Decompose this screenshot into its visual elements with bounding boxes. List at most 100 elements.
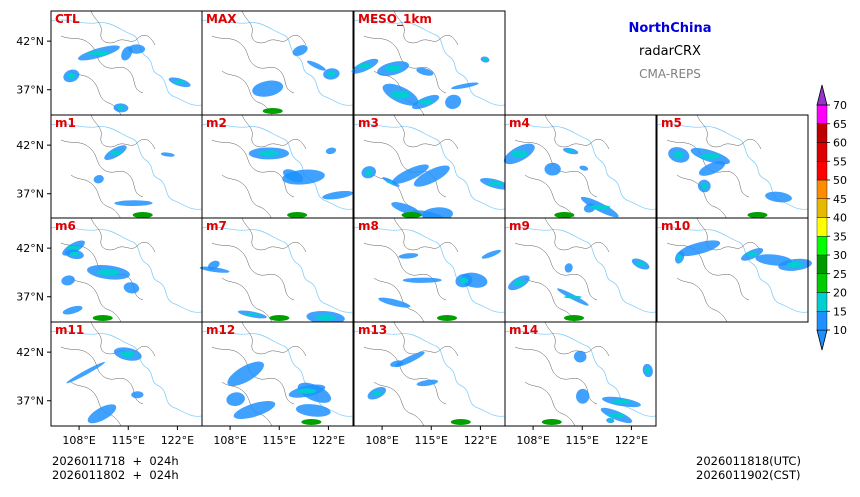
radar-echo-blob [160, 152, 175, 157]
panel-title: m10 [661, 219, 690, 233]
coastline [504, 123, 657, 210]
radar-echo-core [635, 261, 646, 267]
x-tick-label: 115°E [566, 434, 599, 447]
coastline [50, 123, 203, 210]
province-border [544, 114, 610, 150]
panel-m14: m14 108°E 115°E 122°E [504, 321, 657, 447]
coastline [353, 226, 506, 313]
radar-echo-core [390, 90, 411, 99]
x-tick-label: 122°E [312, 434, 345, 447]
radar-echo-core [487, 181, 504, 187]
colorbar-label: 45 [833, 193, 847, 206]
colorbar-segment [816, 292, 828, 312]
radar-echo-core [67, 245, 80, 251]
radar-echo-strong [541, 419, 562, 425]
radar-echo-blob [544, 162, 561, 176]
province-border [696, 217, 762, 253]
radar-echo-core [384, 65, 402, 72]
x-tick-label: 108°E [365, 434, 398, 447]
radar-echo-strong [132, 212, 153, 218]
panel-title: m4 [509, 116, 530, 130]
init-time-cst: 2026011802 + 024h [52, 468, 179, 482]
valid-time-utc: 2026011818(UTC) [696, 454, 801, 468]
province-border [676, 277, 728, 323]
radar-echo-core [120, 350, 135, 358]
radar-echo-core [700, 153, 721, 160]
radar-echo-core [258, 150, 280, 157]
radar-echo-core [173, 80, 186, 85]
radar-echo-blob [114, 200, 153, 207]
panel-m6: m6 42°N 37°N [16, 217, 203, 323]
y-tick-label: 42°N [16, 35, 44, 48]
radar-echo-strong [262, 108, 283, 114]
radar-echo-blob [678, 240, 721, 257]
radar-echo-core [563, 295, 582, 299]
province-border [241, 114, 307, 150]
panel-title: MAX [206, 12, 237, 26]
colorbar-label: 10 [833, 324, 847, 337]
colorbar: 10 15 20 25 30 35 40 45 50 55 60 65 70 [816, 84, 847, 351]
province-border [211, 242, 295, 301]
radar-echo-blob [61, 275, 75, 286]
radar-echo-blob [123, 282, 140, 294]
radar-echo-blob [207, 260, 220, 270]
radar-echo-blob [325, 147, 337, 155]
radar-echo-core [673, 151, 685, 159]
panel-m4: m4 [503, 114, 657, 220]
panel-MAX: MAX [201, 10, 354, 116]
y-tick-label: 37°N [16, 395, 44, 408]
province-border [221, 174, 273, 220]
panel-frame [504, 321, 657, 427]
coastline [353, 123, 506, 210]
radar-echo-blob [226, 392, 245, 407]
radar-echo-blob [378, 297, 411, 308]
panel-m2: m2 [201, 114, 354, 220]
colorbar-segment [816, 273, 828, 293]
coastline [201, 19, 354, 106]
radar-echo-core [357, 63, 373, 69]
province-border [363, 35, 447, 94]
radar-echo-blob [252, 80, 284, 97]
y-tick-label: 42°N [16, 346, 44, 359]
colorbar-segment [816, 179, 828, 199]
valid-time-cst: 2026011902(CST) [696, 468, 801, 482]
radar-echo-core [117, 105, 125, 111]
province-border [211, 35, 295, 94]
radar-echo-core [365, 169, 373, 176]
y-tick-label: 37°N [16, 188, 44, 201]
province-border [211, 139, 295, 198]
panel-title: m5 [661, 116, 682, 130]
radar-echo-strong [436, 315, 457, 321]
coastline [50, 226, 203, 313]
radar-echo-core [418, 99, 433, 105]
radar-echo-blob [451, 82, 479, 90]
province-border [514, 242, 598, 301]
colorbar-segment [816, 254, 828, 274]
radar-echo-strong [287, 212, 308, 218]
radar-echo-core [608, 413, 625, 418]
province-border [70, 174, 122, 220]
radar-echo-core [315, 314, 336, 321]
colorbar-segment [816, 311, 828, 331]
init-time-left: 2026011718 + 024h 2026011802 + 024h [52, 454, 179, 482]
panel-frame [201, 321, 354, 427]
panel-m13: m13 108°E 115°E 122°E [353, 321, 506, 447]
colorbar-label: 60 [833, 137, 847, 150]
province-border [393, 114, 459, 150]
panel-CTL: CTL 42°N 37°N [16, 10, 203, 116]
coastline [50, 19, 203, 106]
radar-echo-blob [413, 165, 450, 187]
province-border [544, 321, 610, 357]
colorbar-extend-min [816, 329, 828, 351]
radar-echo-core [701, 182, 708, 190]
colorbar-label: 30 [833, 249, 847, 262]
radar-echo-blob [395, 351, 425, 367]
colorbar-segment [816, 142, 828, 162]
radar-echo-blob [398, 253, 419, 259]
panel-frame [656, 217, 809, 323]
radar-echo-core [645, 367, 651, 374]
colorbar-label: 15 [833, 305, 847, 318]
colorbar-label: 25 [833, 268, 847, 281]
panel-m7: m7 [199, 217, 354, 325]
radar-echo-blob [282, 169, 325, 185]
